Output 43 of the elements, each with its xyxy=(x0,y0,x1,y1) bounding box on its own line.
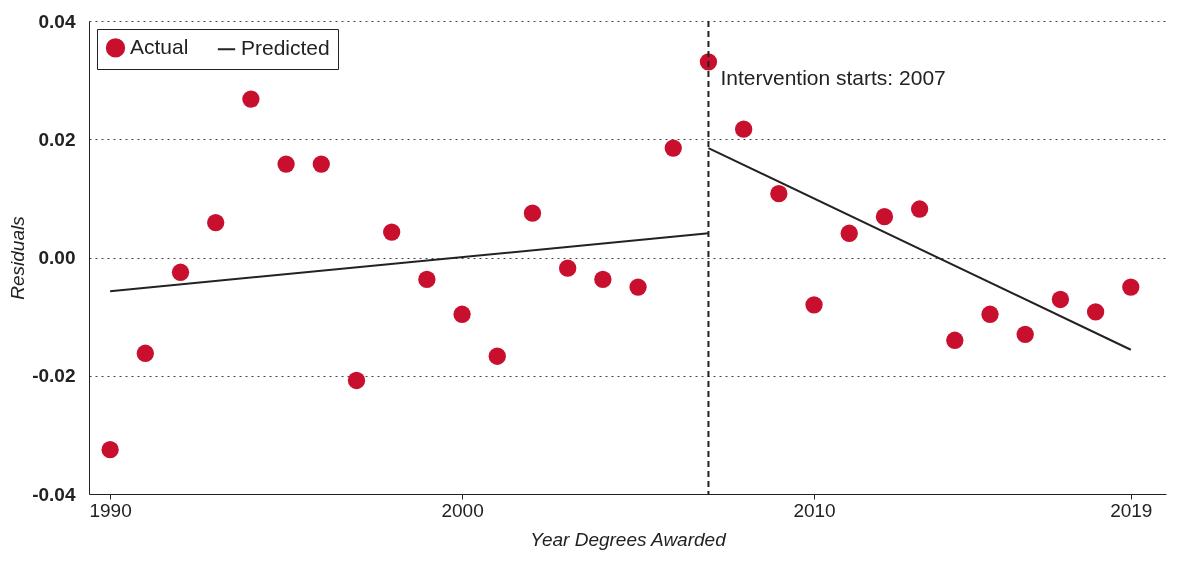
x-tick-label: 2019 xyxy=(1110,499,1153,521)
point xyxy=(664,139,682,157)
point xyxy=(559,259,577,277)
point xyxy=(453,305,471,323)
point xyxy=(981,305,999,323)
point xyxy=(383,223,401,241)
point xyxy=(770,185,788,203)
point xyxy=(101,441,119,459)
point xyxy=(1016,325,1034,344)
ref-line-label: Intervention starts: 2007 xyxy=(720,66,946,89)
point xyxy=(1051,290,1070,309)
point xyxy=(136,344,154,362)
x-tick-label: 2000 xyxy=(441,499,484,521)
x-tick-label: 2010 xyxy=(793,499,836,521)
x-tick-label: 1990 xyxy=(89,499,132,521)
y-tick-label: -0.04 xyxy=(32,483,76,505)
point xyxy=(488,347,506,365)
point xyxy=(840,224,858,242)
point xyxy=(312,155,330,173)
y-axis-title: Residuals xyxy=(7,215,29,300)
point xyxy=(629,278,647,296)
legend-label: Predicted xyxy=(241,36,330,60)
point xyxy=(1122,278,1140,296)
point xyxy=(277,155,295,173)
y-tick-label: 0.02 xyxy=(38,128,76,150)
point xyxy=(418,270,436,289)
point xyxy=(1086,303,1105,321)
point xyxy=(946,331,964,349)
point xyxy=(242,90,260,108)
y-tick-label: 0.04 xyxy=(38,10,76,32)
point xyxy=(910,200,929,218)
x-axis-title: Year Degrees Awarded xyxy=(530,528,728,550)
point xyxy=(734,120,753,138)
point xyxy=(207,213,225,232)
point xyxy=(875,208,894,226)
point xyxy=(805,296,823,314)
point xyxy=(594,270,612,289)
point xyxy=(523,204,542,222)
y-tick-label: 0.00 xyxy=(38,247,76,268)
y-tick-label: -0.02 xyxy=(32,365,76,387)
point xyxy=(347,371,366,390)
legend-label: Actual xyxy=(130,34,189,58)
point xyxy=(171,263,190,281)
